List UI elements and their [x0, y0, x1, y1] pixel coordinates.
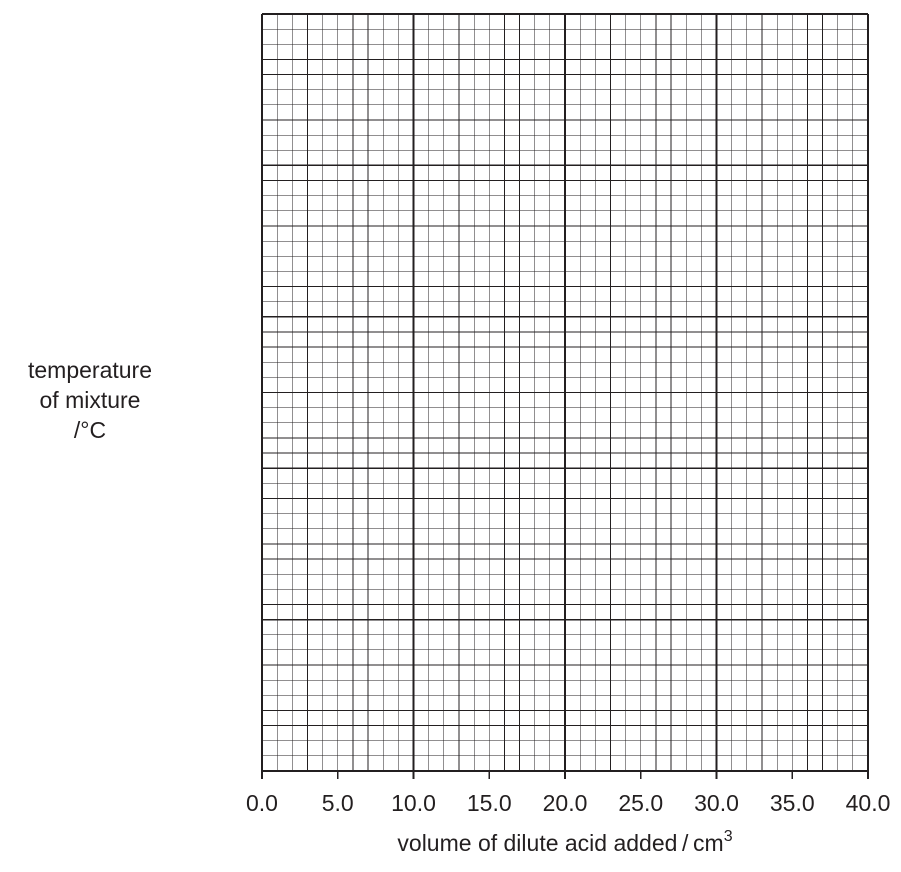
x-tick-label: 20.0 — [543, 790, 588, 816]
x-axis-title-superscript: 3 — [724, 828, 733, 845]
x-axis-tick-labels: 0.0 5.0 10.0 15.0 20.0 25.0 30.0 35.0 40.0 — [246, 790, 890, 816]
x-tick-label: 5.0 — [322, 790, 354, 816]
y-axis-title-line-3: /°C — [73, 417, 107, 443]
x-axis-title-text: volume of dilute acid added / cm — [397, 830, 723, 856]
x-tick-label: 0.0 — [246, 790, 278, 816]
x-axis-title: volume of dilute acid added / cm3 — [397, 828, 732, 856]
x-tick-label: 10.0 — [391, 790, 436, 816]
y-axis-title-line-2: of mixture — [39, 387, 141, 413]
x-tick-label: 25.0 — [618, 790, 663, 816]
x-tick-label: 30.0 — [694, 790, 739, 816]
x-tick-label: 35.0 — [770, 790, 815, 816]
x-axis-ticks — [261, 771, 869, 779]
x-tick-label: 15.0 — [467, 790, 512, 816]
y-axis-title-line-1: temperature — [27, 357, 152, 383]
y-axis-title: temperature of mixture /°C — [0, 355, 180, 445]
x-tick-label: 40.0 — [846, 790, 891, 816]
